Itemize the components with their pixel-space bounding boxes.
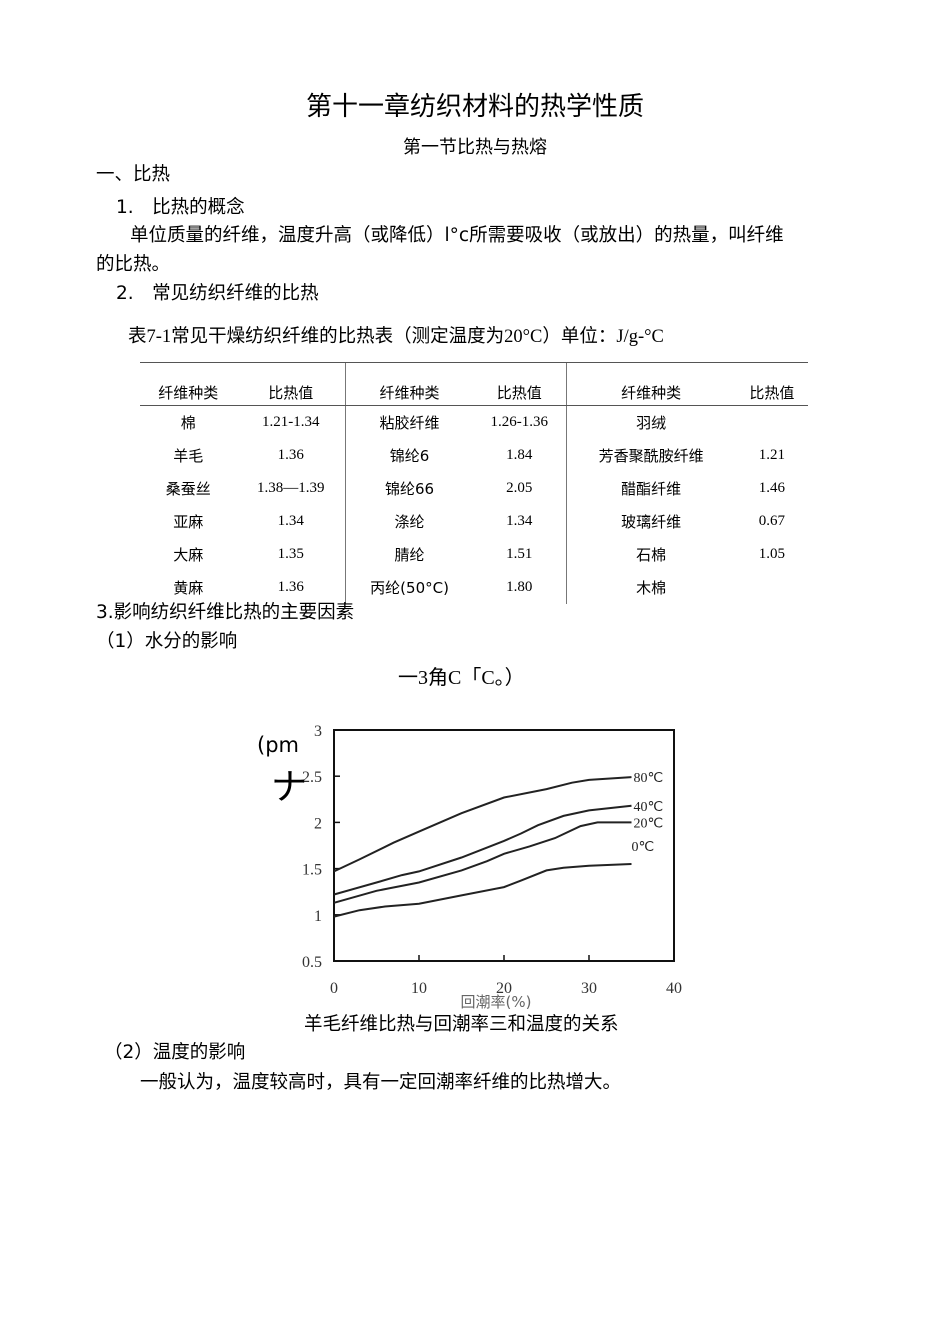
series-label: 20℃ [634, 816, 664, 831]
item-2: 2. 常见纺织纤维的比热 [116, 283, 319, 304]
fiber-type: 大麻 [173, 546, 204, 564]
section-title: 第一节比热与热熔 [403, 137, 547, 158]
paragraph-line: 单位质量的纤维，温度升高（或降低）l°c所需要吸收（或放出）的热量，叫纤维 [130, 225, 784, 246]
col-header: 纤维种类 [345, 362, 473, 406]
table-header-row: 纤维种类 比热值 纤维种类 比热值 纤维种类 比热值 [140, 362, 808, 406]
x-tick-label: 0 [330, 980, 338, 997]
table-row: 黄麻 1.36 丙纶(50°C) 1.80 木棉 [140, 571, 808, 604]
specific-heat-value: 1.34 [506, 513, 533, 529]
series-line-40c [333, 804, 632, 896]
series-line-20c [333, 821, 632, 904]
specific-heat-value [736, 406, 808, 440]
fiber-type: 棉 [180, 414, 196, 432]
fiber-type: 锦纶6 [345, 439, 473, 472]
table-row: 亚麻 1.34 涤纶 1.34 玻璃纤维 0.67 [140, 505, 808, 538]
series-label: 80℃ [634, 771, 664, 786]
y-tick-label: 1 [314, 908, 322, 925]
series-line-0c [333, 863, 632, 918]
col-header: 比热值 [236, 362, 346, 406]
specific-heat-value: 1.05 [758, 546, 785, 562]
y-axis-glyph-fragment: ナ [271, 767, 308, 808]
specific-heat-value: 1.21-1.34 [262, 414, 320, 430]
specific-heat-value: 1.34 [277, 513, 304, 529]
fiber-type: 锦纶66 [345, 472, 473, 505]
fiber-type: 玻璃纤维 [565, 505, 736, 538]
plot-frame [333, 729, 675, 962]
x-tick-label: 40 [666, 980, 682, 997]
col-header: 纤维种类 [565, 362, 736, 406]
series-line-80c [333, 776, 632, 873]
page-title: 第十一章纺织材料的热学性质 [305, 92, 644, 122]
paragraph: 一般认为，温度较高时，具有一定回潮率纤维的比热增大。 [140, 1072, 622, 1093]
y-axis-label-fragment: (pm [257, 733, 299, 757]
fiber-type: 涤纶 [345, 505, 473, 538]
sub-heading-moisture: （1）水分的影响 [96, 631, 238, 652]
specific-heat-value: 1.36 [277, 579, 304, 595]
table-caption: 表7-1常见干燥纺织纤维的比热表（测定温度为20°C）单位：J/g-°C [128, 327, 664, 347]
col-header: 比热值 [472, 362, 567, 406]
fiber-type: 羊毛 [173, 447, 204, 465]
fiber-type: 醋酯纤维 [565, 472, 736, 505]
specific-heat-value: 0.67 [758, 513, 785, 529]
table-row: 羊毛 1.36 锦纶6 1.84 芳香聚酰胺纤维 1.21 [140, 439, 808, 472]
series-label: 0℃ [632, 840, 655, 855]
item-3: 3.影响纺织纤维比热的主要因素 [96, 602, 355, 623]
fiber-type: 木棉 [565, 571, 736, 604]
col-header: 比热值 [735, 362, 808, 406]
fiber-type: 芳香聚酰胺纤维 [565, 439, 736, 472]
specific-heat-value: 1.84 [506, 447, 533, 463]
fiber-type: 黄麻 [173, 579, 204, 597]
table-row: 棉 1.21-1.34 粘胶纤维 1.26-1.36 羽绒 [140, 405, 808, 440]
specific-heat-value: 2.05 [506, 480, 533, 496]
specific-heat-value: 1.38—1.39 [257, 480, 325, 496]
item-1: 1. 比热的概念 [116, 197, 245, 218]
fiber-type: 桑蚕丝 [165, 480, 211, 498]
specific-heat-table: 纤维种类 比热值 纤维种类 比热值 纤维种类 比热值 棉 1.21-1.34 粘胶纤… [140, 362, 808, 604]
y-tick-label: 2.5 [302, 769, 322, 786]
chart-caption: 羊毛纤维比热与回潮率三和温度的关系 [304, 1014, 619, 1035]
fiber-type: 羽绒 [565, 405, 736, 439]
specific-heat-value: 1.35 [277, 546, 304, 562]
y-tick-label: 1.5 [302, 862, 322, 879]
formula-text: 一3角C「C。） [398, 667, 525, 689]
col-header: 纤维种类 [140, 362, 237, 406]
specific-heat-value: 1.51 [506, 546, 533, 562]
sub-heading-temperature: （2）温度的影响 [104, 1042, 246, 1063]
fiber-type: 亚麻 [173, 513, 204, 531]
x-tick-label: 30 [581, 980, 597, 997]
specific-heat-value: 1.26-1.36 [490, 414, 549, 430]
series-label: 40℃ [634, 800, 664, 815]
specific-heat-value: 1.36 [277, 447, 304, 463]
paragraph-line: 的比热。 [96, 254, 171, 275]
table-row: 大麻 1.35 腈纶 1.51 石棉 1.05 [140, 538, 808, 571]
fiber-type: 腈纶 [345, 538, 473, 571]
y-tick-label: 3 [314, 723, 322, 740]
x-axis-label: 回潮率(%) [461, 993, 532, 1011]
specific-heat-value: 1.80 [506, 579, 533, 595]
specific-heat-value [736, 571, 808, 604]
y-tick-label: 0.5 [302, 954, 322, 971]
fiber-type: 丙纶(50°C) [345, 571, 473, 604]
heading-specific-heat: 一、比热 [96, 164, 171, 185]
fiber-type: 石棉 [565, 538, 736, 571]
fiber-type: 粘胶纤维 [345, 405, 473, 439]
x-tick-label: 20 [496, 980, 512, 997]
specific-heat-value: 1.21 [758, 447, 785, 463]
table-row: 桑蚕丝 1.38—1.39 锦纶66 2.05 醋酯纤维 1.46 [140, 472, 808, 505]
y-tick-label: 2 [314, 815, 322, 832]
specific-heat-value: 1.46 [758, 480, 785, 496]
x-tick-label: 10 [411, 980, 427, 997]
